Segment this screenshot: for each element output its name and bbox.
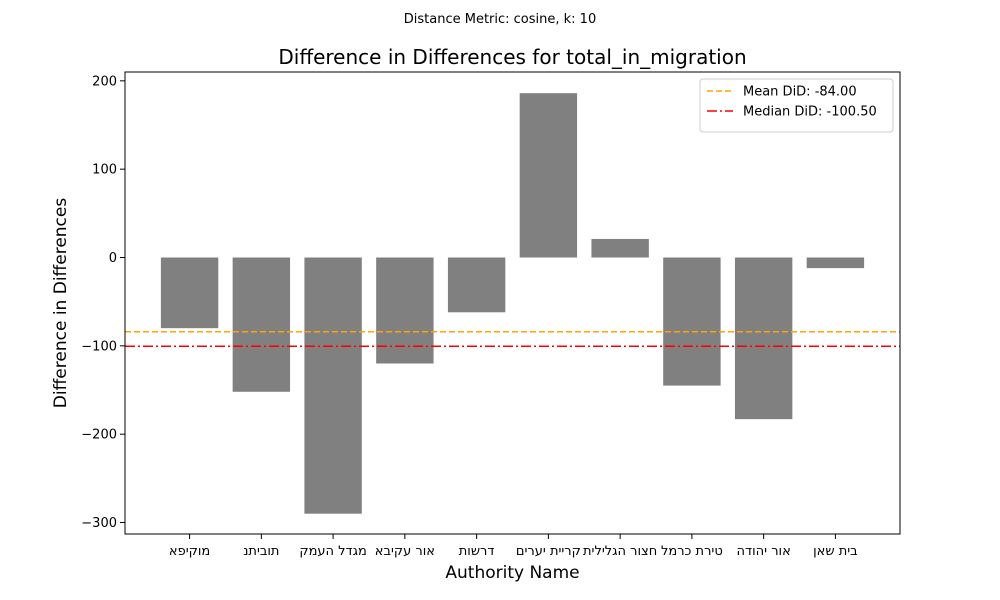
y-ticks-layer: −300 −200 −100 0 100 200 [81,74,125,531]
bar [591,238,649,258]
bar [232,257,291,392]
chart-suptitle: Distance Metric: cosine, k: 10 [404,12,596,27]
x-tick-label: קריית יערים [516,544,581,559]
x-tick-label: אור יהודה [737,544,791,559]
x-tick-label: מגדל העמק [299,544,367,559]
plot-frame [124,71,901,535]
y-axis-label: Difference in Differences [51,198,71,409]
y-tick-label: −200 [81,428,117,443]
legend-entry: Median DiD: -100.50 [743,105,877,120]
x-tick-label: טירת כרמל [661,544,723,559]
y-tick-label: −100 [81,339,117,354]
x-tick-label: דרשות [459,544,495,559]
bar [447,257,506,313]
legend-entry: Mean DiD: -84.00 [743,85,857,100]
x-tick-label: מוקיפא [169,544,210,559]
bar [304,257,362,514]
reference-lines-layer [125,330,900,348]
bar [519,93,578,258]
x-tick-label: חצור הגלילית [583,544,657,559]
x-tick-label: תוביתנ [243,544,279,559]
chart-title: Difference in Differences for total_in_m… [278,45,746,69]
y-tick-label: 0 [109,251,117,266]
legend: Mean DiD: -84.00 Median DiD: -100.50 [699,78,894,133]
x-ticks-layer: מוקיפא תוביתנ מגדל העמק אור עקיבא דרשות קריית… [169,534,858,559]
bar [160,257,219,329]
legend-box [699,78,894,133]
bar [376,257,434,364]
y-tick-label: 100 [92,163,117,178]
bar [806,257,865,269]
x-tick-label: אור עקיבא [375,544,435,559]
x-axis-label: Authority Name [445,563,579,583]
bars-layer [160,93,865,514]
bar [663,257,721,386]
y-tick-label: −300 [81,516,117,531]
bar [734,257,793,420]
y-tick-label: 200 [92,74,117,89]
x-tick-label: בית שאן [813,544,858,559]
